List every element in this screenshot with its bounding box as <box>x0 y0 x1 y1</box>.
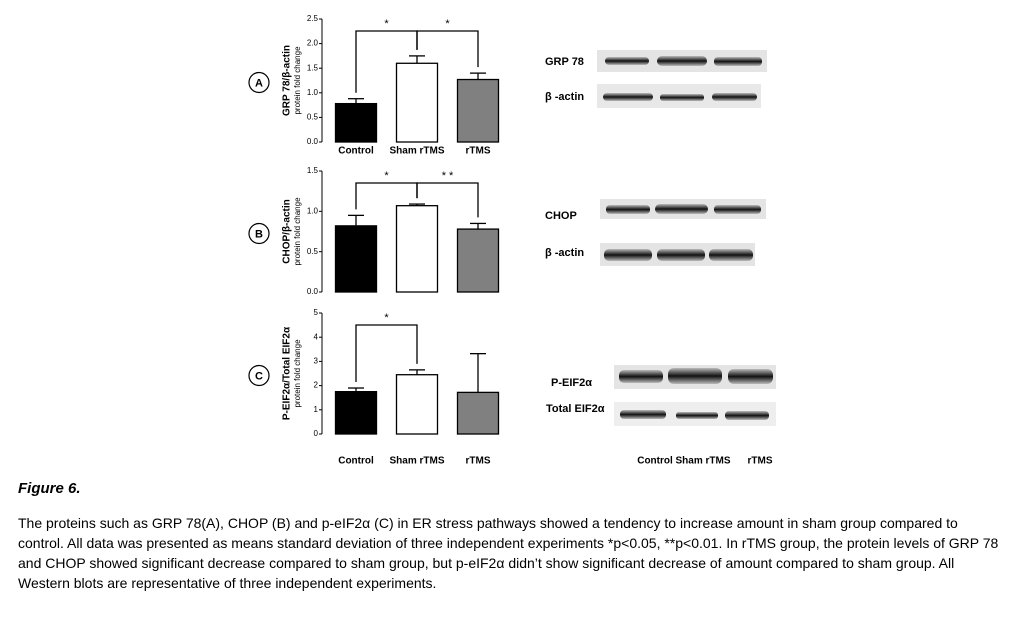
band <box>657 249 705 261</box>
band <box>728 369 773 384</box>
significance-label: * <box>384 170 389 182</box>
band <box>606 205 650 214</box>
blot-label: β -actin <box>545 247 584 259</box>
blot-label: GRP 78 <box>545 56 584 68</box>
y-tick-label: 3 <box>314 357 319 366</box>
bar <box>334 390 378 435</box>
caption: The proteins such as GRP 78(A), CHOP (B)… <box>18 515 999 591</box>
bar <box>456 228 500 293</box>
y-tick-label: 2.5 <box>307 14 319 23</box>
band <box>604 249 652 261</box>
band <box>655 204 708 214</box>
y-axis-label: CHOP/β-actin <box>282 199 293 263</box>
y-axis-label: P-EIF2α/Total EIF2α <box>282 326 293 420</box>
lane-label: rTMS <box>748 456 773 467</box>
figure: GRP 78 β -actin CHOP β -actin P-EIF2α To… <box>248 14 776 467</box>
y-tick-label: 2.0 <box>307 39 319 48</box>
significance-label: * <box>445 18 450 30</box>
y-tick-label: 0 <box>314 429 319 438</box>
panel-letter: B <box>255 228 263 240</box>
band <box>668 368 722 384</box>
bar <box>456 78 500 143</box>
y-tick-label: 1.0 <box>307 88 319 97</box>
band <box>620 410 666 419</box>
x-tick-label: Sham rTMS <box>389 456 444 467</box>
y-tick-label: 1.5 <box>307 63 319 72</box>
lane-label: Sham rTMS <box>675 456 730 467</box>
y-tick-label: 2 <box>314 381 319 390</box>
figure-label: Figure 6. <box>18 480 81 497</box>
band <box>619 370 663 383</box>
bar <box>395 374 439 435</box>
y-tick-label: 0.5 <box>307 247 319 256</box>
bar <box>395 205 439 293</box>
band <box>676 412 718 419</box>
band <box>660 94 704 101</box>
x-tick-label: Control <box>338 456 374 467</box>
bar <box>334 225 378 293</box>
band <box>603 93 653 101</box>
y-tick-label: 0.5 <box>307 113 319 122</box>
x-tick-label: rTMS <box>466 146 491 157</box>
significance-label: * <box>384 312 389 324</box>
y-axis-sublabel: protein fold change <box>293 46 302 115</box>
bar <box>456 391 500 435</box>
significance-bracket <box>416 182 479 218</box>
y-tick-label: 1 <box>314 405 319 414</box>
band <box>725 411 769 420</box>
lane-label: Control <box>637 456 673 467</box>
significance-bracket <box>355 324 418 383</box>
y-tick-label: 1.0 <box>307 206 319 215</box>
y-axis-sublabel: protein fold change <box>293 339 302 408</box>
y-axis-sublabel: protein fold change <box>293 197 302 266</box>
band <box>712 93 757 101</box>
significance-bracket <box>416 30 479 68</box>
y-tick-label: 4 <box>314 332 319 341</box>
panel-letter: A <box>255 77 263 89</box>
band <box>714 205 761 214</box>
band <box>714 57 762 66</box>
bar <box>334 102 378 143</box>
y-tick-label: 0.0 <box>307 137 319 146</box>
panel-circle <box>248 364 270 387</box>
significance-label: * * <box>442 170 454 182</box>
band <box>657 56 707 66</box>
y-axis-label: GRP 78/β-actin <box>282 45 293 116</box>
panel-circle <box>248 71 270 94</box>
x-tick-label: Sham rTMS <box>389 146 444 157</box>
blot-label: P-EIF2α <box>551 377 592 389</box>
x-tick-label: Control <box>338 146 374 157</box>
panel-circle <box>248 222 270 245</box>
y-tick-label: 0.0 <box>307 287 319 296</box>
blot-label: CHOP <box>545 210 577 222</box>
y-tick-label: 5 <box>314 308 319 317</box>
band <box>605 57 649 65</box>
band <box>709 249 753 261</box>
significance-label: * <box>384 18 389 30</box>
blots: GRP 78 β -actin CHOP β -actin P-EIF2α To… <box>545 50 776 467</box>
x-tick-label: rTMS <box>466 456 491 467</box>
blot-label: β -actin <box>545 91 584 103</box>
bar <box>395 62 439 143</box>
blot-label: Total EIF2α <box>546 403 605 415</box>
figure-label-text: Figure 6 <box>18 480 77 497</box>
panel-letter: C <box>255 370 263 382</box>
y-tick-label: 1.5 <box>307 166 319 175</box>
